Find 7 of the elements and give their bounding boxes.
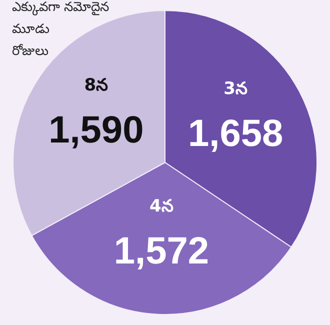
data-label: 1,658 xyxy=(188,112,284,155)
slice-label: 3న xyxy=(224,78,248,99)
text: ఎక్కువగా నమోదైన మూడు రోజులు xyxy=(12,0,110,59)
data-label: 1,590 xyxy=(48,110,144,152)
slice-label: 4న xyxy=(150,196,174,216)
slice-label: 8న xyxy=(84,76,108,96)
data-label: 1,572 xyxy=(114,230,209,272)
